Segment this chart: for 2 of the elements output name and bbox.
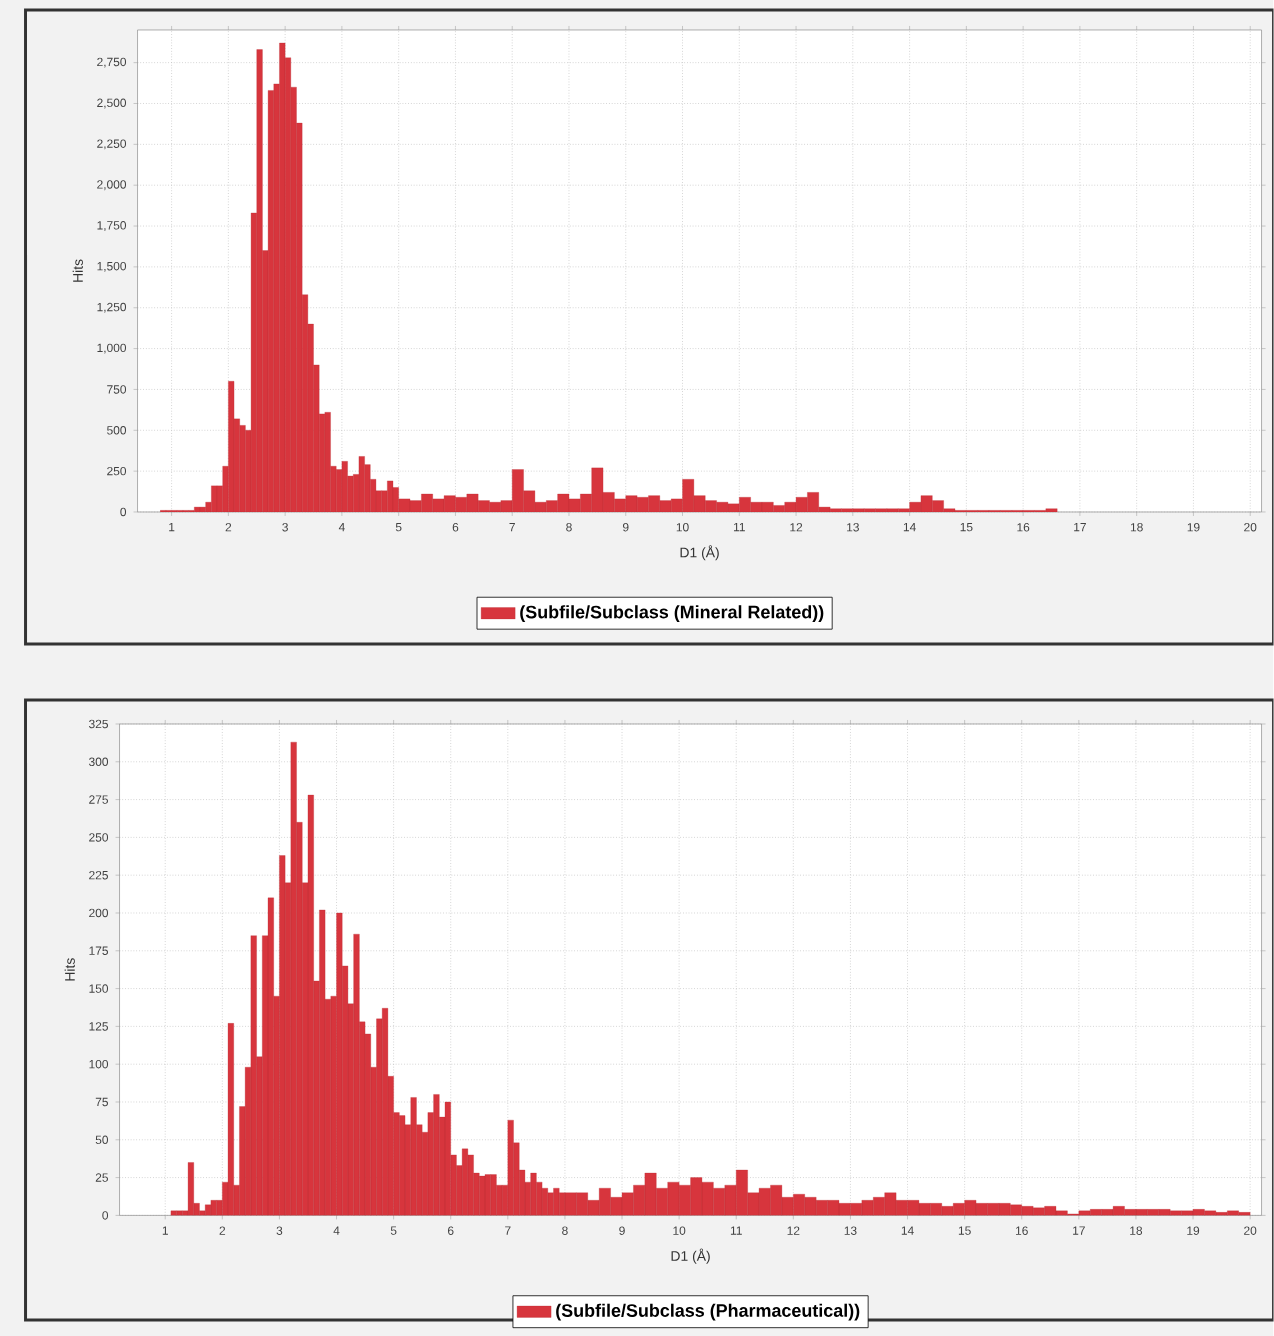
legend-label: (Subfile/Subclass (Mineral Related)) xyxy=(520,605,824,622)
legend-label: (Subfile/Subclass (Pharmaceutical)) xyxy=(556,1303,860,1321)
